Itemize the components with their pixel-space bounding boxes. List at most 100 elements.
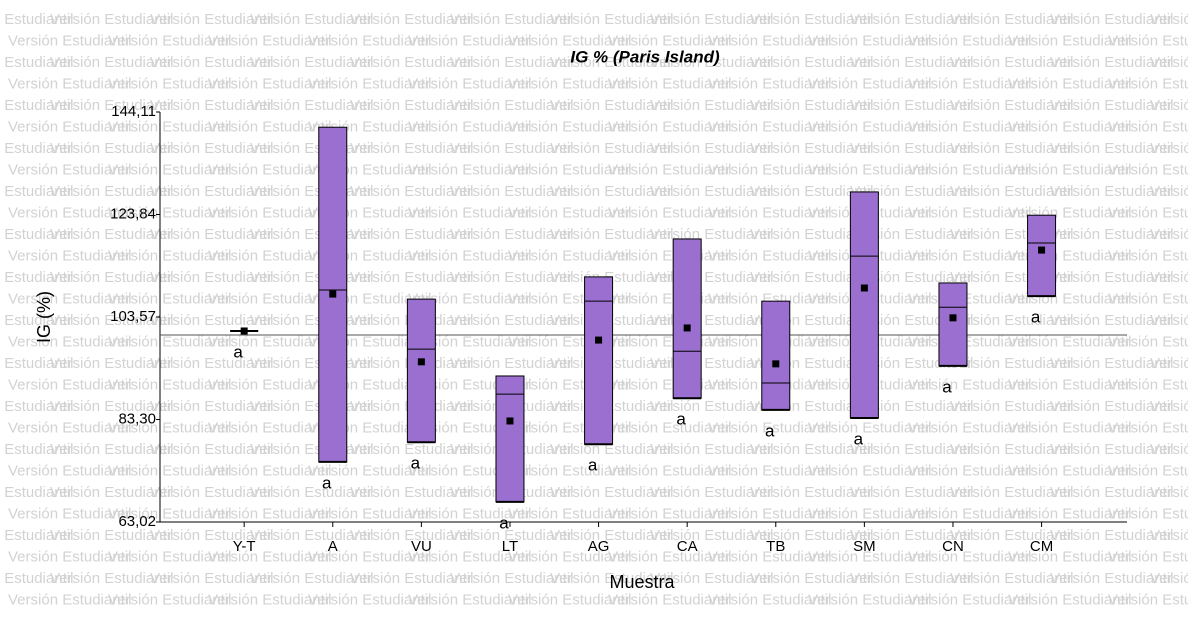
watermark-text: Versión Estudiantil [908,462,1031,479]
watermark-text: Versión Estudiantil [908,247,1031,264]
watermark-text: Versión Estudiantil [0,140,73,157]
watermark-text: Versión Estudiantil [1008,548,1131,565]
watermark-text: Versión Estudiantil [308,32,431,49]
watermark-text: Versión Estudiantil [308,75,431,92]
watermark-text: Versión Estudiantil [750,183,873,200]
watermark-text: Versión Estudiantil [708,247,831,264]
watermark-text: Versión Estudiantil [208,505,331,522]
mean-point [860,284,868,292]
x-tick-label: VU [411,538,432,555]
watermark-text: Versión Estudiantil [850,441,973,458]
watermark-text: Versión Estudiantil [1108,333,1188,350]
watermark-text: Versión Estudiantil [908,161,1031,178]
y-tick-label: 123,84 [110,205,156,222]
watermark-text: Versión Estudiantil [850,269,973,286]
watermark-text: Versión Estudiantil [1050,441,1173,458]
watermark-text: Versión Estudiantil [108,75,231,92]
watermark-text: Versión Estudiantil [50,398,173,415]
watermark-text: Versión Estudiantil [1050,484,1173,501]
watermark-text: Versión Estudiantil [1050,140,1173,157]
watermark-text: Versión Estudiantil [50,183,173,200]
box [1027,214,1057,297]
watermark-text: Versión Estudiantil [208,161,331,178]
watermark-text: Versión Estudiantil [150,570,273,587]
watermark-text: Versión Estudiantil [1108,591,1188,608]
watermark-text: Versión Estudiantil [708,591,831,608]
watermark-text: Versión Estudiantil [1108,118,1188,135]
x-tick-label: CN [942,538,964,555]
watermark-text: Versión Estudiantil [808,118,931,135]
watermark-text: Versión Estudiantil [8,505,131,522]
watermark-text: Versión Estudiantil [750,140,873,157]
watermark-text: Versión Estudiantil [1008,118,1131,135]
watermark-text: Versión Estudiantil [350,570,473,587]
watermark-text: Versión Estudiantil [950,570,1073,587]
box [849,191,879,419]
watermark-text: Versión Estudiantil [8,548,131,565]
watermark-text: Versión Estudiantil [950,398,1073,415]
watermark-text: Versión Estudiantil [1008,75,1131,92]
watermark-text: Versión Estudiantil [408,548,531,565]
watermark-text: Versión Estudiantil [1150,54,1188,71]
watermark-text: Versión Estudiantil [8,118,131,135]
watermark-text: Versión Estudiantil [508,247,631,264]
watermark-text: Versión Estudiantil [1150,140,1188,157]
watermark-text: Versión Estudiantil [250,11,373,28]
watermark-text: Versión Estudiantil [1108,376,1188,393]
watermark-text: Versión Estudiantil [0,312,73,329]
watermark-text: Versión Estudiantil [850,570,973,587]
watermark-text: Versión Estudiantil [608,118,731,135]
watermark-text: Versión Estudiantil [708,548,831,565]
watermark-text: Versión Estudiantil [308,548,431,565]
watermark-text: Versión Estudiantil [1008,462,1131,479]
watermark-text: Versión Estudiantil [1150,226,1188,243]
watermark-text: Versión Estudiantil [608,591,731,608]
x-tick-label: SM [853,538,876,555]
mean-point [683,324,691,332]
watermark-text: Versión Estudiantil [408,118,531,135]
watermark-text: Versión Estudiantil [208,290,331,307]
watermark-text: Versión Estudiantil [208,333,331,350]
watermark-text: Versión Estudiantil [950,97,1073,114]
watermark-text: Versión Estudiantil [1050,312,1173,329]
watermark-text: Versión Estudiantil [108,290,231,307]
watermark-text: Versión Estudiantil [108,247,231,264]
x-tick-label: Y-T [233,538,256,555]
watermark-text: Versión Estudiantil [550,140,673,157]
watermark-text: Versión Estudiantil [950,183,1073,200]
watermark-text: Versión Estudiantil [208,32,331,49]
watermark-text: Versión Estudiantil [108,419,231,436]
watermark-text: Versión Estudiantil [450,140,573,157]
watermark-text: Versión Estudiantil [1050,570,1173,587]
watermark-text: Versión Estudiantil [450,97,573,114]
watermark-text: Versión Estudiantil [8,32,131,49]
watermark-text: Versión Estudiantil [250,527,373,544]
watermark-text: Versión Estudiantil [1108,462,1188,479]
watermark-text: Versión Estudiantil [708,204,831,221]
watermark-text: Versión Estudiantil [850,140,973,157]
watermark-text: Versión Estudiantil [750,54,873,71]
mean-point [1038,246,1046,254]
watermark-text: Versión Estudiantil [0,527,73,544]
watermark-text: Versión Estudiantil [50,527,173,544]
watermark-text: Versión Estudiantil [908,505,1031,522]
watermark-text: Versión Estudiantil [750,97,873,114]
watermark-text: Versión Estudiantil [550,441,673,458]
watermark-text: Versión Estudiantil [350,140,473,157]
watermark-text: Versión Estudiantil [1150,570,1188,587]
watermark-text: Versión Estudiantil [408,75,531,92]
watermark-text: Versión Estudiantil [1150,398,1188,415]
x-axis-label: Muestra [609,572,675,592]
watermark-text: Versión Estudiantil [550,11,673,28]
watermark-text: Versión Estudiantil [508,462,631,479]
watermark-text: Versión Estudiantil [208,591,331,608]
watermark-text: Versión Estudiantil [608,204,731,221]
watermark-text: Versión Estudiantil [50,570,173,587]
watermark-text: Versión Estudiantil [50,484,173,501]
watermark-text: Versión Estudiantil [1150,183,1188,200]
box [938,282,968,367]
watermark-text: Versión Estudiantil [150,226,273,243]
watermark-text: Versión Estudiantil [8,75,131,92]
box [495,375,525,503]
watermark-text: Versión Estudiantil [850,54,973,71]
